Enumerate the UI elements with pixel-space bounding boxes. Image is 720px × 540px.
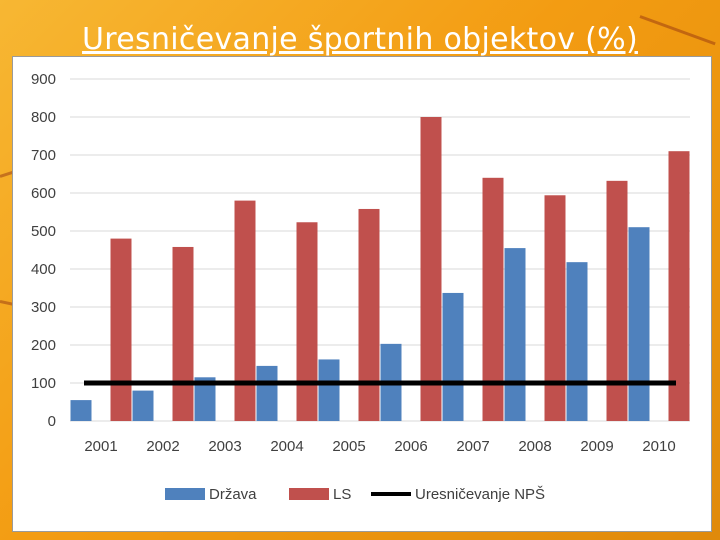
bar-drzava bbox=[318, 359, 340, 421]
bar-drzava bbox=[256, 365, 278, 421]
x-tick-label: 2004 bbox=[270, 438, 303, 455]
x-tick-label: 2010 bbox=[642, 438, 675, 455]
bar-ls bbox=[420, 117, 442, 421]
bar-ls bbox=[482, 177, 504, 421]
y-axis-ticks: 0 100 200 300 400 500 600 700 800 900 bbox=[31, 71, 56, 430]
x-tick-label: 2002 bbox=[146, 438, 179, 455]
y-tick-label: 100 bbox=[31, 375, 56, 392]
y-tick-label: 200 bbox=[31, 337, 56, 354]
bar-ls bbox=[606, 180, 628, 421]
bar-ls bbox=[358, 208, 380, 421]
legend-swatch bbox=[165, 488, 205, 500]
chart-panel: 0 100 200 300 400 500 600 700 800 900 2001 2002 200… bbox=[12, 56, 712, 532]
x-tick-label: 2009 bbox=[580, 438, 613, 455]
bar-ls bbox=[668, 151, 690, 421]
legend-swatch bbox=[289, 488, 329, 500]
x-tick-label: 2007 bbox=[456, 438, 489, 455]
bar-ls bbox=[110, 238, 132, 421]
x-tick-label: 2008 bbox=[518, 438, 551, 455]
bar-drzava bbox=[442, 292, 464, 421]
y-tick-label: 300 bbox=[31, 299, 56, 316]
y-tick-label: 900 bbox=[31, 71, 56, 88]
bar-ls bbox=[234, 200, 256, 421]
y-tick-label: 700 bbox=[31, 147, 56, 164]
x-tick-label: 2006 bbox=[394, 438, 427, 455]
bar-drzava bbox=[628, 227, 650, 421]
y-tick-label: 800 bbox=[31, 109, 56, 126]
y-tick-label: 400 bbox=[31, 261, 56, 278]
y-tick-label: 600 bbox=[31, 185, 56, 202]
legend: Država LS Uresničevanje NPŠ bbox=[165, 486, 545, 503]
x-tick-label: 2003 bbox=[208, 438, 241, 455]
gridlines bbox=[70, 78, 690, 422]
bar-drzava bbox=[566, 262, 588, 421]
y-tick-label: 0 bbox=[48, 413, 56, 430]
x-tick-label: 2001 bbox=[84, 438, 117, 455]
bar-ls bbox=[296, 222, 318, 421]
y-tick-label: 500 bbox=[31, 223, 56, 240]
legend-label: LS bbox=[333, 486, 351, 503]
legend-label: Država bbox=[209, 486, 257, 503]
bar-drzava bbox=[194, 377, 216, 421]
bar-drzava bbox=[504, 248, 526, 421]
bar-ls bbox=[544, 195, 566, 421]
bar-drzava bbox=[70, 400, 92, 421]
bar-drzava bbox=[132, 390, 154, 421]
bar-ls bbox=[172, 246, 194, 421]
slide-title: Uresničevanje športnih objektov (%) bbox=[82, 22, 638, 57]
x-tick-label: 2005 bbox=[332, 438, 365, 455]
legend-label: Uresničevanje NPŠ bbox=[415, 486, 545, 503]
x-axis-ticks: 2001 2002 2003 2004 2005 2006 2007 2008 2009 2010 bbox=[84, 438, 675, 455]
